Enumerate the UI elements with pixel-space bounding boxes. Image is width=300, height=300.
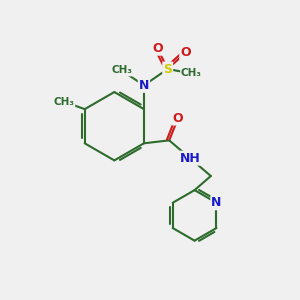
Text: O: O (173, 112, 183, 124)
Text: NH: NH (180, 152, 200, 165)
Text: CH₃: CH₃ (111, 65, 132, 76)
Text: CH₃: CH₃ (181, 68, 202, 79)
Text: O: O (152, 42, 163, 55)
Text: O: O (180, 46, 191, 59)
Text: S: S (163, 62, 172, 76)
Text: N: N (211, 196, 222, 209)
Text: N: N (139, 79, 149, 92)
Text: CH₃: CH₃ (53, 97, 74, 107)
